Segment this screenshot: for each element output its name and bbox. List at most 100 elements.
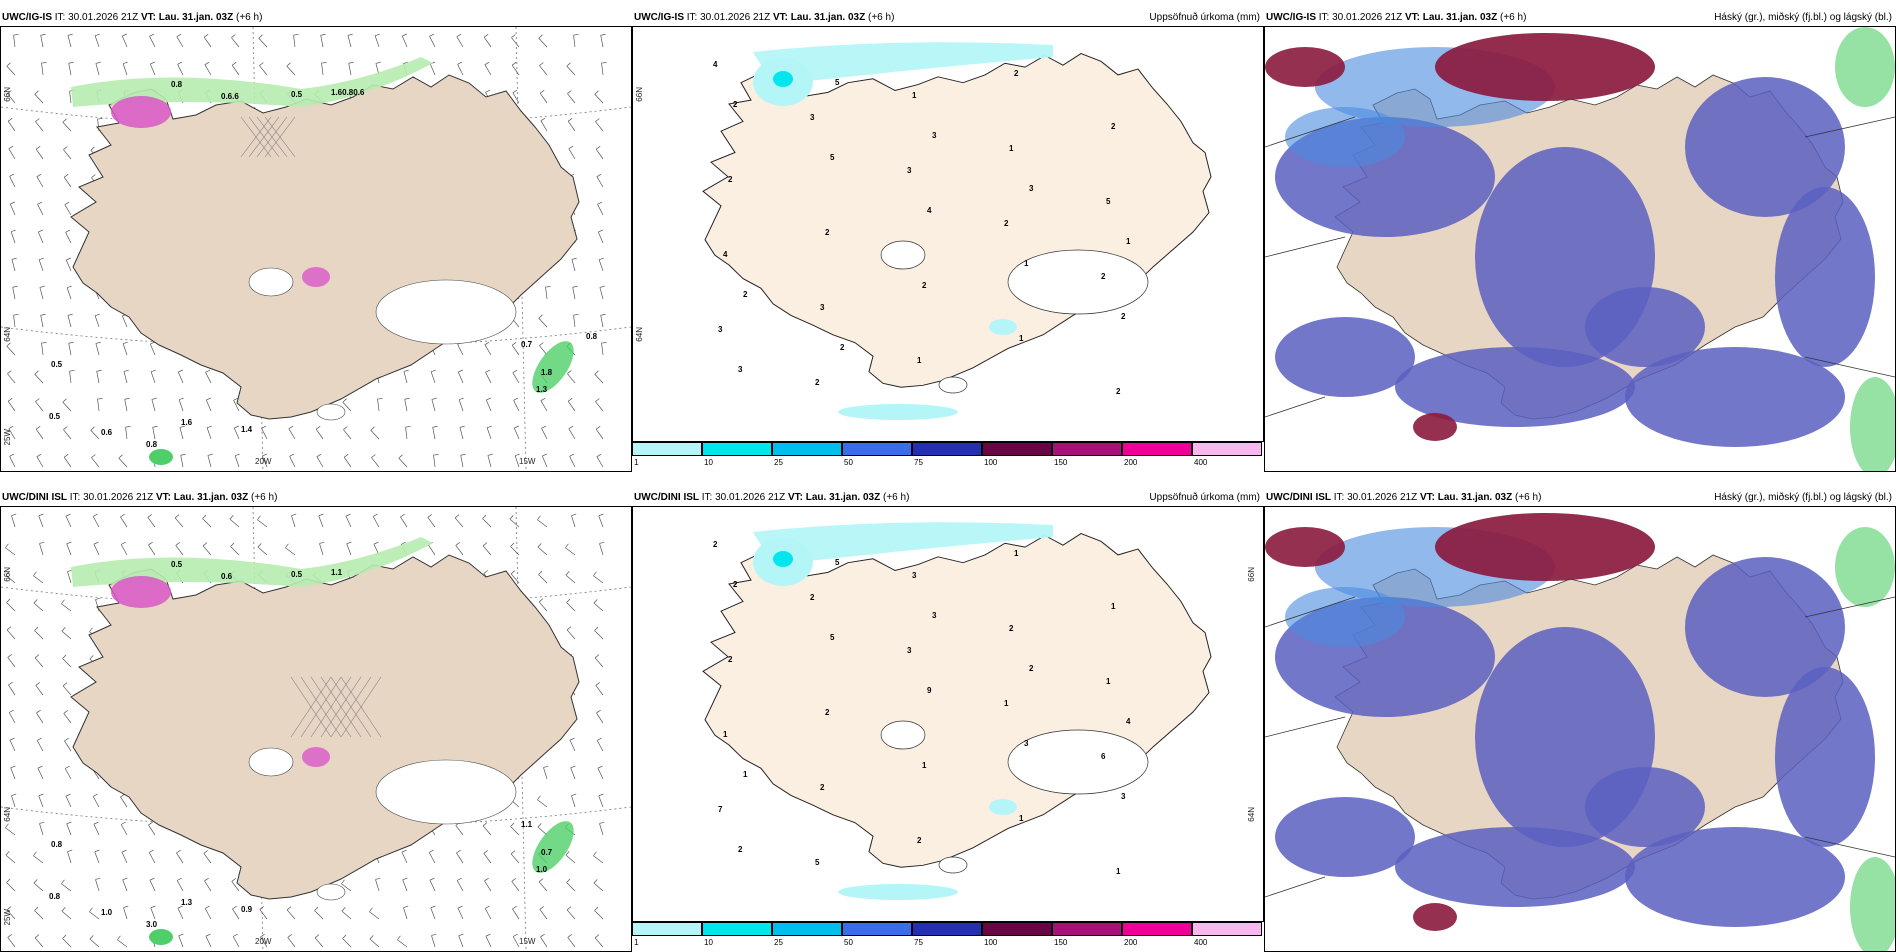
wind-barb-flag: [593, 851, 597, 856]
wind-barb: [207, 455, 212, 468]
wind-barb: [342, 401, 352, 412]
wind-barb-flag: [39, 821, 45, 824]
wind-barb: [429, 879, 436, 892]
wind-barb: [205, 935, 212, 948]
precip-value-label: 3: [810, 113, 815, 122]
wind-precip-map[interactable]: 0.8 0.5 0.6 0.5 1.1 0.8 1.0 3.0 1.1 0.7 0.9 1.3 1.0 …: [0, 506, 632, 952]
wind-barb: [286, 909, 296, 920]
wind-precip-map[interactable]: 0.5 0.8 0.6.6 0.5 1.60.80.6 0.5 0.6 0.8 0.7 1.8 1.…: [0, 26, 632, 472]
cloud-high-area: [1265, 527, 1345, 567]
wind-barb: [347, 35, 352, 48]
colorbar-label: 75: [914, 938, 923, 947]
wind-barb: [37, 231, 44, 244]
accum-precip-map[interactable]: 2 2 3 1 6 7 5 3 2 1 1 2 2 1 1 2 2 1 1 1 2 5 9 3 3 2 5 3 2 4 1 66N 64N: [632, 506, 1264, 922]
wind-barb-flag: [486, 425, 492, 428]
wind-barb-flag: [570, 765, 576, 769]
wind-barb-flag: [566, 62, 571, 67]
precip-value-label: 0.7: [541, 848, 553, 857]
wind-barb: [232, 936, 240, 948]
wind-barb-flag: [482, 822, 488, 827]
wind-barb-flag: [285, 543, 289, 548]
valid-prefix: VT:: [787, 492, 803, 503]
cloud-title: Háský (gr.), miðský (fj.bl.) og lágský (…: [1714, 492, 1892, 503]
wind-barb-flag: [65, 513, 71, 517]
wind-barb: [511, 344, 520, 356]
wind-barb-flag: [600, 313, 606, 316]
model-label: UWC/IG-IS: [634, 12, 684, 23]
init-time: 30.01.2026 21Z: [83, 492, 154, 503]
colorbar-swatch: [982, 442, 1052, 456]
precip-value-label: 2: [743, 290, 748, 299]
wind-barb-flag: [342, 934, 347, 939]
cloud-mid-area: [1625, 827, 1845, 927]
wind-barb-flag: [122, 33, 128, 37]
wind-barb: [65, 232, 72, 244]
wind-barb: [62, 938, 72, 948]
wind-barb: [69, 91, 72, 104]
wind-barb: [510, 826, 520, 836]
colorbar-label: 10: [704, 458, 713, 467]
wind-barb: [567, 937, 576, 948]
wind-barb-flag: [234, 425, 240, 429]
wind-barb: [571, 515, 576, 528]
precip-value-label: 2: [1014, 69, 1019, 78]
precip-value-label: 9: [927, 686, 932, 695]
wind-barb-flag: [260, 933, 265, 938]
wind-barb-flag: [66, 821, 72, 825]
wind-barb: [39, 823, 44, 836]
cloud-cover-map[interactable]: [1264, 506, 1896, 952]
wind-barb-flag: [432, 425, 438, 428]
wind-barb-flag: [94, 33, 100, 36]
wind-barb: [460, 455, 464, 468]
lead-time: (+6 h): [868, 12, 895, 23]
wind-barb: [566, 629, 576, 640]
panel-row1-wind: UWC/IG-IS IT: 30.01.2026 21Z VT: Lau. 31…: [0, 10, 632, 472]
wind-barb-flag: [9, 173, 15, 177]
wind-barb: [176, 880, 184, 892]
wind-barb-flag: [289, 453, 295, 457]
precip-value-label: 1.1: [521, 820, 533, 829]
wind-barb-flag: [596, 453, 602, 458]
wind-barb-flag: [485, 369, 491, 373]
wind-barb-flag: [456, 33, 462, 38]
wind-barb: [34, 93, 44, 104]
accum-precip-map[interactable]: 4 3 3 2 2 3 2 1 1 5 4 3 1 2 2 2 2 2 1 2 2 5 4 1 2 3 5 3 3 1 2 2 66N 64N: [632, 26, 1264, 442]
wind-barb-flag: [457, 877, 462, 881]
precip-value-label: 2: [713, 540, 718, 549]
wind-barb: [6, 909, 16, 920]
wind-barb-flag: [293, 34, 299, 36]
wind-barb: [566, 602, 576, 612]
wind-barb-flag: [597, 765, 603, 769]
wind-barb: [150, 907, 156, 920]
precip-value-label: 5: [835, 558, 840, 567]
wind-barb: [346, 543, 352, 556]
cloud-cover-map[interactable]: [1264, 26, 1896, 472]
wind-barb-flag: [286, 906, 292, 911]
precip-value-label: 3: [718, 325, 723, 334]
precip-value-label: 1.3: [536, 385, 548, 394]
lat-label-66: 66N: [635, 87, 644, 102]
colorbar-label: 200: [1124, 458, 1138, 467]
panel-row2-cloud: UWC/DINI ISL IT: 30.01.2026 21Z VT: Lau.…: [1264, 490, 1896, 952]
wind-barb-flag: [573, 34, 579, 36]
colorbar-label: 400: [1194, 938, 1208, 947]
wind-barb-flag: [374, 33, 380, 36]
wind-barb-flag: [66, 541, 72, 545]
wind-barb: [455, 825, 464, 836]
cloud-mid-area: [1275, 317, 1415, 397]
wind-barb-flag: [94, 849, 100, 853]
wind-barb: [34, 630, 44, 640]
colorbar-swatch: [632, 442, 702, 456]
wind-barb: [40, 315, 44, 328]
wind-barb-flag: [38, 513, 44, 517]
precip-value-label: 2: [810, 593, 815, 602]
wind-barb: [431, 399, 436, 412]
valid-prefix: VT:: [772, 12, 788, 23]
wind-barb: [319, 543, 324, 556]
wind-barb: [314, 937, 324, 948]
wind-barb-flag: [150, 369, 156, 372]
hatch-line: [330, 676, 372, 738]
wind-barb: [512, 908, 520, 920]
wind-barb-flag: [9, 737, 15, 741]
wind-barb-flag: [38, 793, 44, 797]
